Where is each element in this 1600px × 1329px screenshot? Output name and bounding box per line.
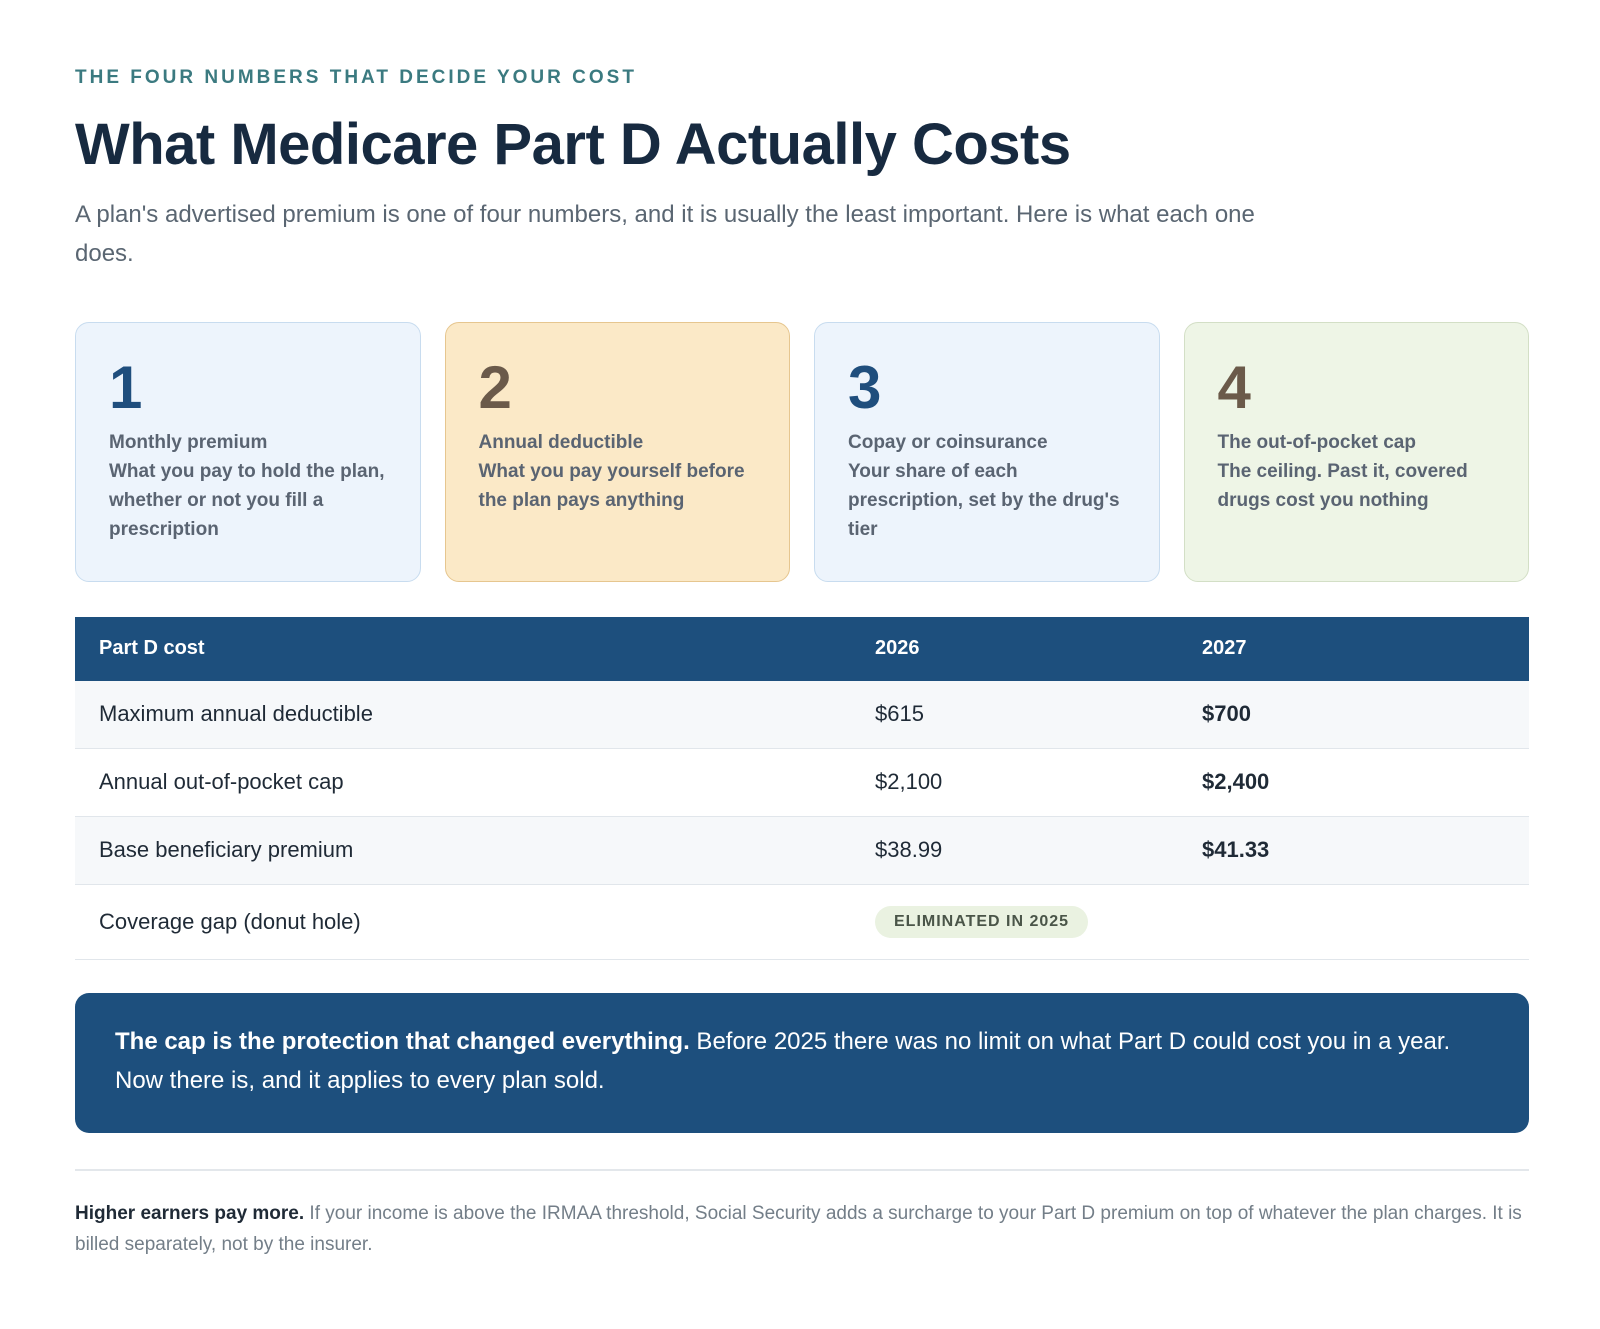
card-out-of-pocket-cap: 4 The out-of-pocket cap The ceiling. Pas… bbox=[1183, 321, 1529, 582]
footnote-strong: Higher earners pay more. bbox=[75, 1202, 305, 1224]
card-description: What you pay yourself before the plan pa… bbox=[478, 460, 745, 511]
card-label: Copay or coinsurance bbox=[848, 431, 1048, 453]
page-subtitle: A plan's advertised premium is one of fo… bbox=[75, 200, 1255, 267]
row-label: Maximum annual deductible bbox=[99, 701, 373, 727]
footnote-text: If your income is above the IRMAA thresh… bbox=[75, 1202, 1522, 1255]
card-copay-coinsurance: 3 Copay or coinsurance Your share of eac… bbox=[814, 321, 1160, 582]
card-description: The ceiling. Past it, covered drugs cost… bbox=[1217, 460, 1468, 511]
card-description: What you pay to hold the plan, whether o… bbox=[109, 460, 385, 540]
value-2027: $2,400 bbox=[1202, 769, 1270, 795]
value-2026: $38.99 bbox=[875, 837, 943, 863]
row-label: Coverage gap (donut hole) bbox=[99, 908, 361, 934]
page: THE FOUR NUMBERS THAT DECIDE YOUR COST W… bbox=[75, 0, 1529, 1260]
card-description: Your share of each prescription, set by … bbox=[848, 460, 1120, 540]
table-row: Maximum annual deductible $615 $700 bbox=[75, 680, 1529, 749]
card-label: Annual deductible bbox=[478, 431, 644, 453]
column-header-cost: Part D cost bbox=[99, 637, 205, 660]
card-number: 2 bbox=[478, 353, 512, 421]
table-row: Base beneficiary premium $38.99 $41.33 bbox=[75, 816, 1529, 885]
callout-text: Before 2025 there was no limit on what P… bbox=[115, 1027, 1451, 1094]
card-number: 4 bbox=[1217, 353, 1251, 421]
card-label: The out-of-pocket cap bbox=[1217, 431, 1416, 453]
card-number: 1 bbox=[109, 353, 143, 421]
card-annual-deductible: 2 Annual deductible What you pay yoursel… bbox=[444, 321, 790, 582]
card-number: 3 bbox=[848, 353, 882, 421]
value-2026: $615 bbox=[875, 701, 924, 727]
status-badge: ELIMINATED IN 2025 bbox=[875, 905, 1089, 938]
table-row: Coverage gap (donut hole) ELIMINATED IN … bbox=[75, 885, 1529, 960]
value-2027: $700 bbox=[1202, 701, 1251, 727]
row-label: Annual out-of-pocket cap bbox=[99, 769, 344, 795]
cost-table: Part D cost 2026 2027 Maximum annual ded… bbox=[75, 616, 1529, 960]
column-header-2027: 2027 bbox=[1202, 637, 1247, 660]
table-header: Part D cost 2026 2027 bbox=[75, 616, 1529, 681]
callout-box: The cap is the protection that changed e… bbox=[75, 992, 1529, 1133]
column-header-2026: 2026 bbox=[875, 637, 920, 660]
footnote: Higher earners pay more. If your income … bbox=[75, 1198, 1529, 1260]
page-title: What Medicare Part D Actually Costs bbox=[75, 112, 1071, 177]
divider bbox=[75, 1168, 1529, 1171]
callout-strong: The cap is the protection that changed e… bbox=[115, 1027, 690, 1055]
card-label: Monthly premium bbox=[109, 431, 268, 453]
row-label: Base beneficiary premium bbox=[99, 837, 354, 863]
value-2027: $41.33 bbox=[1202, 837, 1270, 863]
card-monthly-premium: 1 Monthly premium What you pay to hold t… bbox=[75, 321, 421, 582]
eyebrow: THE FOUR NUMBERS THAT DECIDE YOUR COST bbox=[75, 67, 637, 88]
table-row: Annual out-of-pocket cap $2,100 $2,400 bbox=[75, 749, 1529, 817]
cost-cards: 1 Monthly premium What you pay to hold t… bbox=[75, 321, 1529, 582]
value-2026: $2,100 bbox=[875, 769, 943, 795]
